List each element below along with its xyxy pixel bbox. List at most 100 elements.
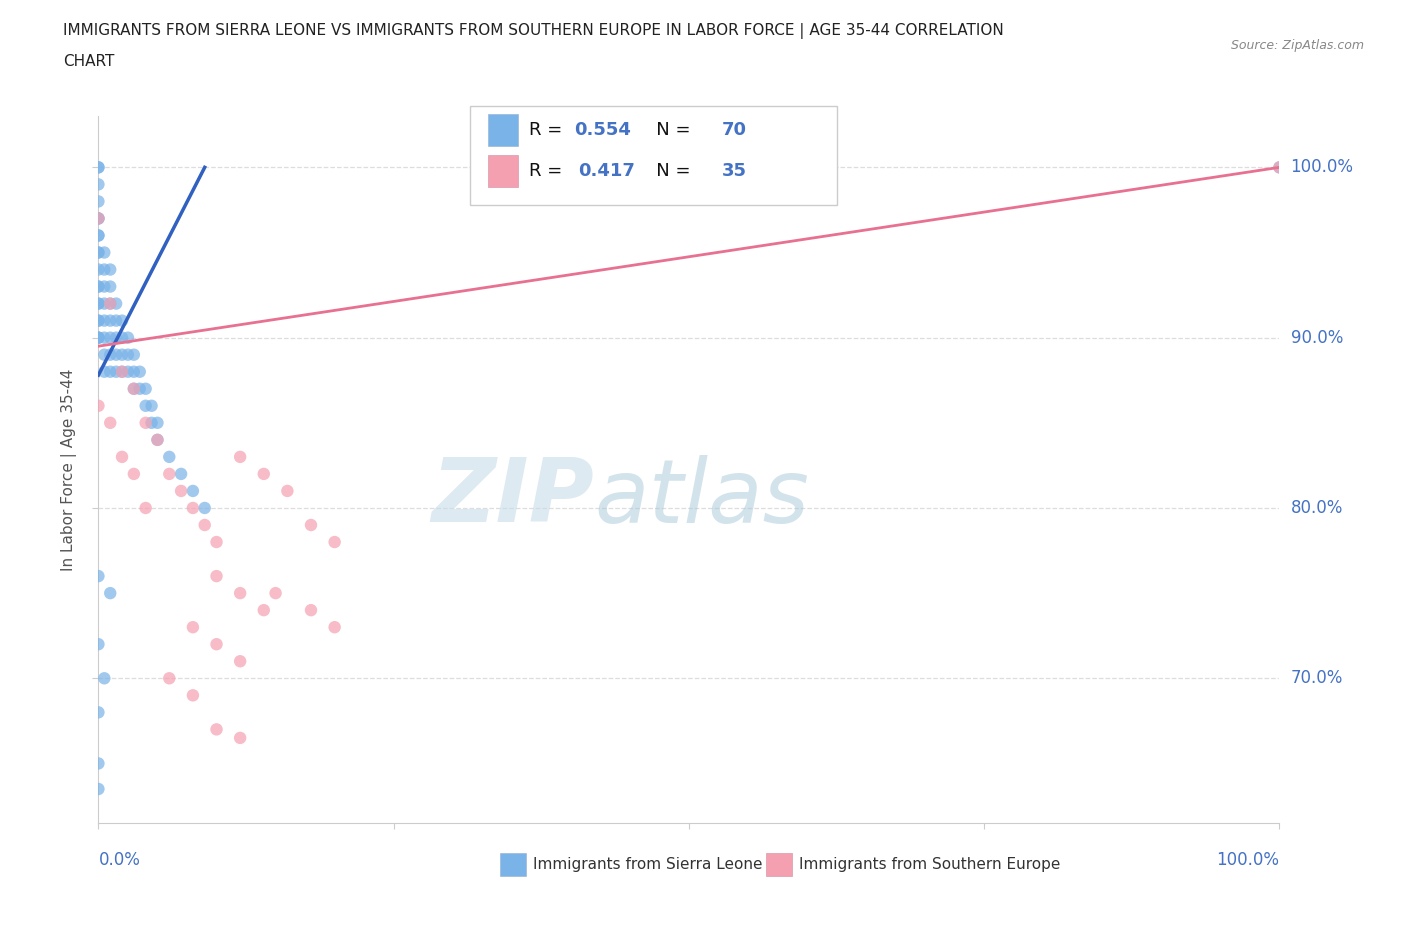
Point xyxy=(87,228,110,243)
Point xyxy=(135,398,157,413)
Point xyxy=(98,313,121,328)
Point xyxy=(87,568,110,583)
Point xyxy=(87,781,110,796)
Point xyxy=(117,347,139,362)
Point xyxy=(181,484,204,498)
Point xyxy=(229,449,252,464)
Point xyxy=(323,535,346,550)
Point xyxy=(157,449,180,464)
Point xyxy=(122,381,145,396)
Point xyxy=(87,330,110,345)
Text: IMMIGRANTS FROM SIERRA LEONE VS IMMIGRANTS FROM SOUTHERN EUROPE IN LABOR FORCE |: IMMIGRANTS FROM SIERRA LEONE VS IMMIGRAN… xyxy=(63,23,1004,39)
Text: N =: N = xyxy=(640,163,696,180)
Point xyxy=(98,262,121,277)
Point xyxy=(170,484,193,498)
Point xyxy=(157,467,180,482)
Text: 0.0%: 0.0% xyxy=(98,851,141,869)
Point xyxy=(93,330,115,345)
Point xyxy=(117,330,139,345)
Point xyxy=(87,756,110,771)
Bar xyxy=(501,854,526,876)
Point xyxy=(111,365,134,379)
Point xyxy=(87,246,110,260)
Point xyxy=(87,228,110,243)
Point xyxy=(105,365,128,379)
Point xyxy=(157,671,180,685)
Bar xyxy=(488,155,517,187)
Point xyxy=(87,279,110,294)
Point xyxy=(93,296,115,311)
Point xyxy=(229,654,252,669)
Text: 70.0%: 70.0% xyxy=(1291,670,1343,687)
Point xyxy=(87,313,110,328)
Point xyxy=(205,637,228,652)
Point xyxy=(105,313,128,328)
Point xyxy=(299,518,322,533)
Point xyxy=(93,313,115,328)
Point xyxy=(98,365,121,379)
Text: ZIP: ZIP xyxy=(432,455,595,541)
Point xyxy=(105,330,128,345)
Point xyxy=(98,330,121,345)
Point xyxy=(87,160,110,175)
Point xyxy=(264,586,287,601)
Point xyxy=(170,467,193,482)
Point xyxy=(253,467,276,482)
Point xyxy=(87,313,110,328)
Point xyxy=(229,730,252,745)
Text: 90.0%: 90.0% xyxy=(1291,328,1343,347)
Point xyxy=(98,416,121,431)
Point xyxy=(87,177,110,192)
Text: 70: 70 xyxy=(723,121,747,139)
Point xyxy=(122,381,145,396)
Point xyxy=(299,603,322,618)
Text: 0.417: 0.417 xyxy=(578,163,634,180)
Point xyxy=(87,705,110,720)
Point xyxy=(105,347,128,362)
Point xyxy=(87,160,110,175)
Text: atlas: atlas xyxy=(595,455,810,541)
Point xyxy=(87,262,110,277)
Text: Immigrants from Sierra Leone: Immigrants from Sierra Leone xyxy=(533,857,762,872)
Point xyxy=(229,586,252,601)
Point xyxy=(87,296,110,311)
Point xyxy=(111,449,134,464)
Point xyxy=(128,381,150,396)
Point xyxy=(87,330,110,345)
Point xyxy=(117,365,139,379)
Point xyxy=(98,347,121,362)
Point xyxy=(98,279,121,294)
Point xyxy=(1268,160,1291,175)
Point xyxy=(122,467,145,482)
Point xyxy=(93,347,115,362)
Point xyxy=(93,279,115,294)
Point xyxy=(111,313,134,328)
Point xyxy=(135,500,157,515)
Point xyxy=(205,568,228,583)
Point xyxy=(146,416,169,431)
Point xyxy=(93,246,115,260)
Point xyxy=(122,365,145,379)
Point xyxy=(194,518,217,533)
Point xyxy=(87,211,110,226)
Text: Source: ZipAtlas.com: Source: ZipAtlas.com xyxy=(1230,39,1364,52)
Point xyxy=(98,296,121,311)
Point xyxy=(111,330,134,345)
Text: 0.554: 0.554 xyxy=(575,121,631,139)
Point xyxy=(111,347,134,362)
Point xyxy=(93,365,115,379)
Point xyxy=(87,211,110,226)
Point xyxy=(87,296,110,311)
Point xyxy=(98,296,121,311)
Point xyxy=(276,484,298,498)
Point xyxy=(146,432,169,447)
Point xyxy=(141,398,163,413)
Text: R =: R = xyxy=(530,121,568,139)
Point xyxy=(87,637,110,652)
Point xyxy=(205,722,228,737)
Text: 35: 35 xyxy=(723,163,747,180)
Text: 100.0%: 100.0% xyxy=(1216,851,1279,869)
Point xyxy=(87,398,110,413)
Point xyxy=(141,416,163,431)
Text: N =: N = xyxy=(640,121,696,139)
